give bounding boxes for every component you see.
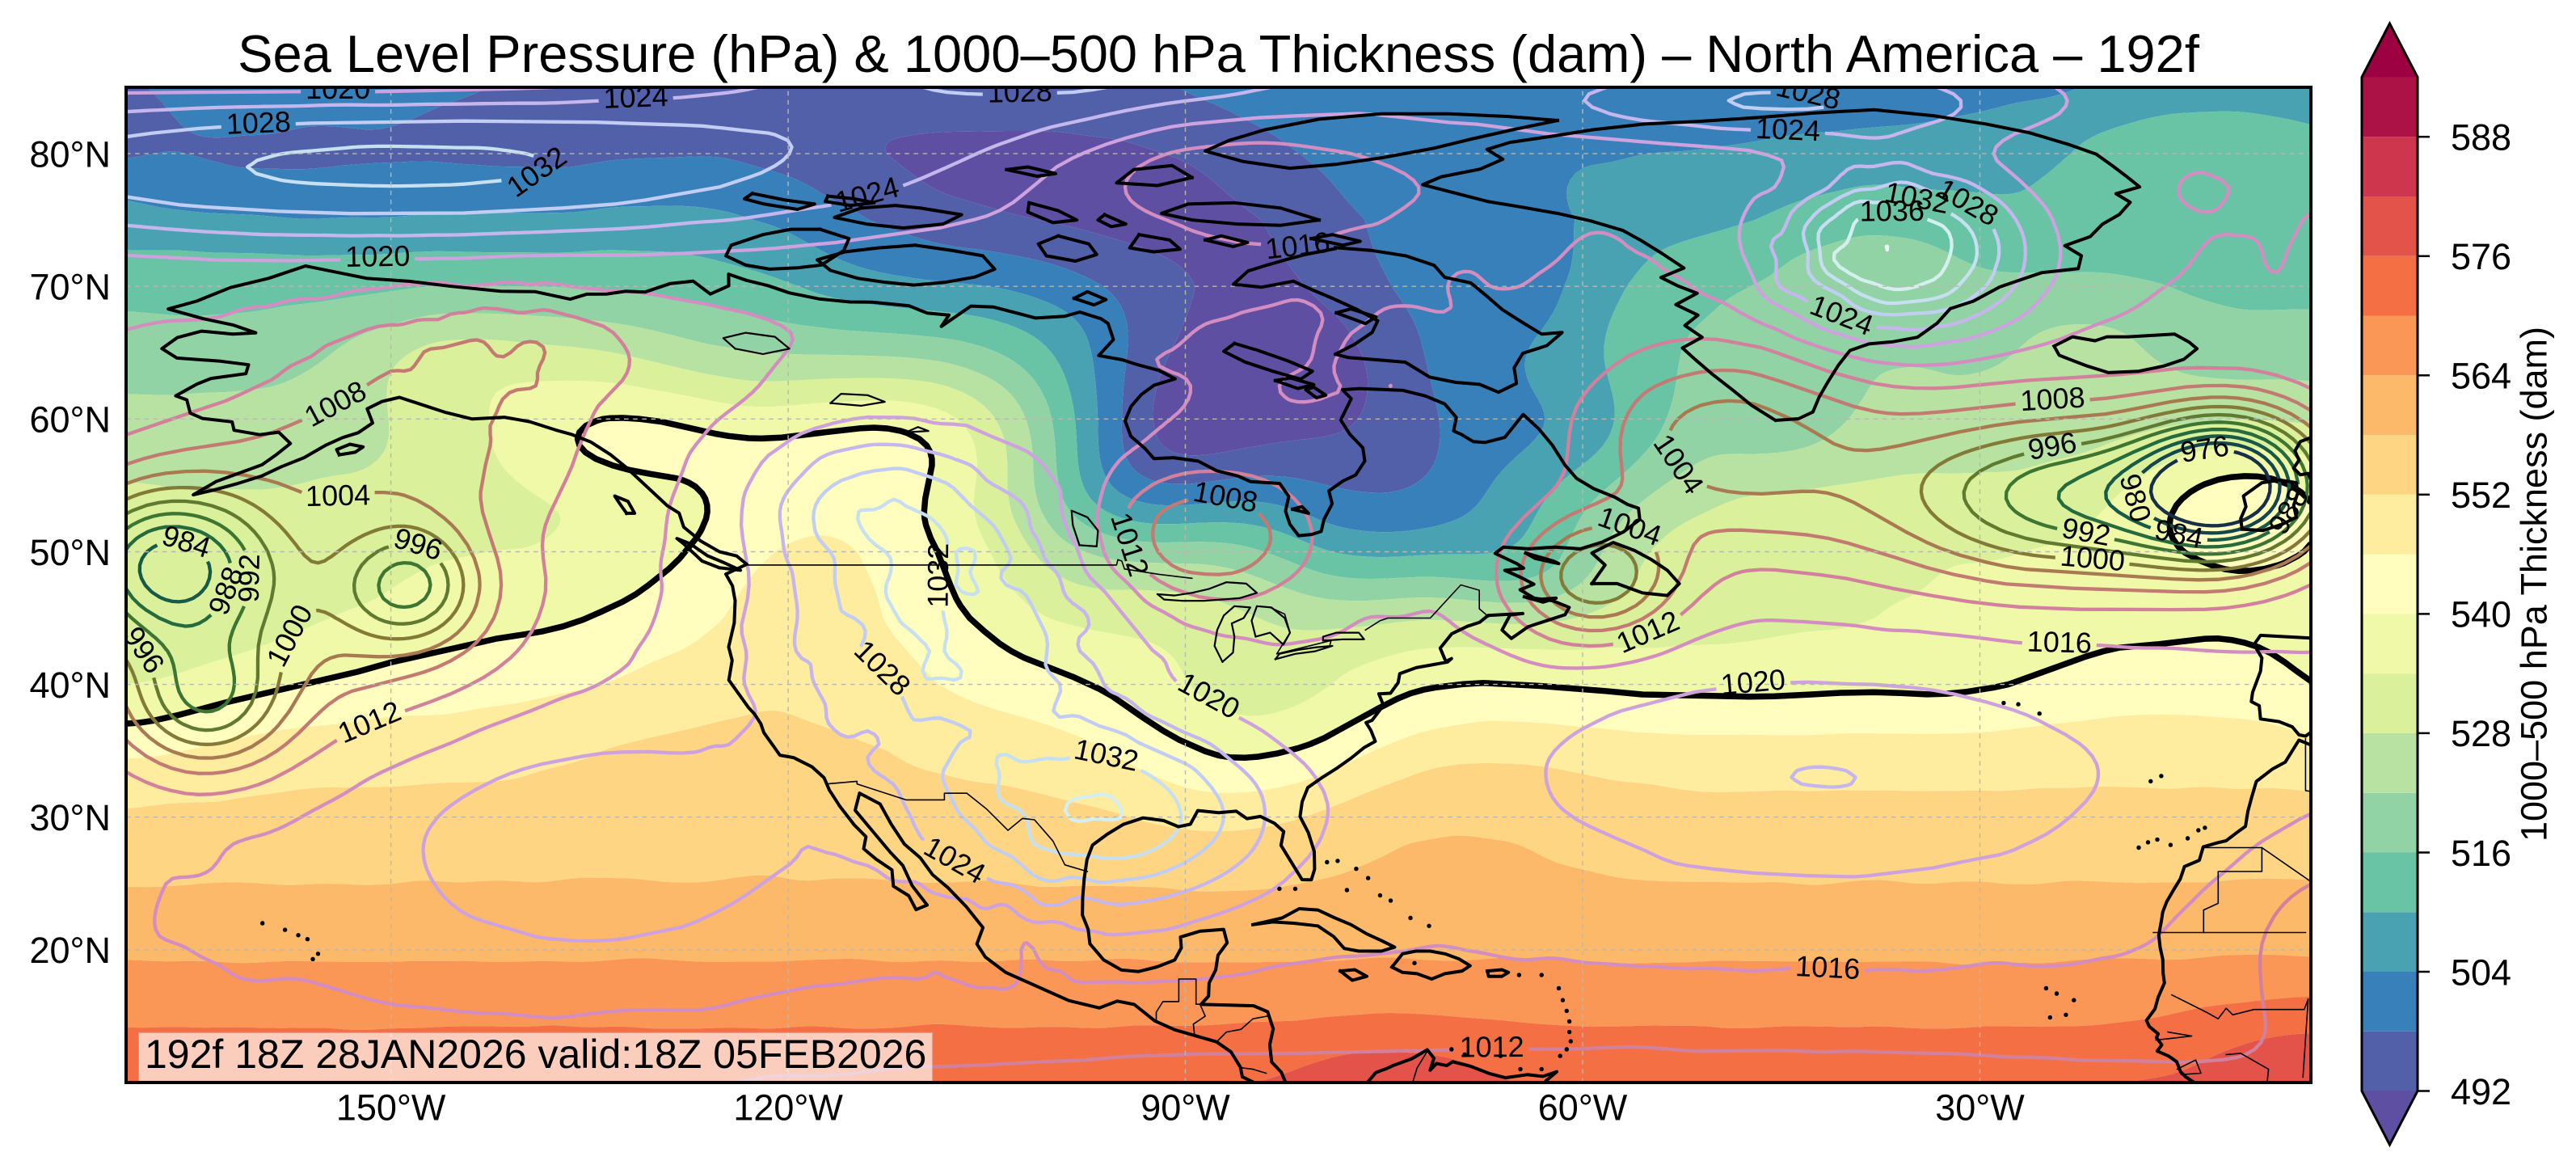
svg-text:40°N: 40°N (29, 665, 111, 706)
svg-text:1020: 1020 (1719, 662, 1786, 701)
svg-text:588: 588 (2451, 117, 2511, 158)
svg-text:492: 492 (2451, 1071, 2511, 1112)
svg-text:60°N: 60°N (29, 399, 111, 441)
svg-text:120°W: 120°W (733, 1087, 843, 1129)
svg-text:576: 576 (2451, 236, 2511, 277)
svg-text:1016: 1016 (2026, 625, 2092, 660)
svg-text:552: 552 (2451, 475, 2511, 516)
svg-text:1000–500 hPa Thickness (dam): 1000–500 hPa Thickness (dam) (2514, 327, 2555, 842)
svg-text:528: 528 (2451, 713, 2511, 754)
svg-text:996: 996 (2026, 425, 2079, 466)
svg-text:20°N: 20°N (29, 930, 111, 971)
svg-text:Sea Level Pressure (hPa) & 100: Sea Level Pressure (hPa) & 1000–500 hPa … (238, 24, 2200, 83)
svg-text:80°N: 80°N (29, 133, 111, 175)
svg-text:90°W: 90°W (1140, 1087, 1230, 1129)
svg-text:1012: 1012 (1459, 1030, 1524, 1063)
svg-text:504: 504 (2451, 952, 2511, 993)
svg-text:976: 976 (2178, 428, 2232, 469)
svg-text:1032: 1032 (921, 543, 955, 608)
svg-text:1000: 1000 (2059, 539, 2126, 578)
svg-text:30°W: 30°W (1935, 1087, 2025, 1129)
svg-text:1020: 1020 (345, 239, 411, 273)
svg-text:150°W: 150°W (336, 1087, 446, 1129)
svg-text:50°N: 50°N (29, 532, 111, 573)
svg-text:1020: 1020 (306, 72, 370, 105)
svg-text:60°W: 60°W (1538, 1087, 1628, 1129)
svg-text:70°N: 70°N (29, 267, 111, 308)
svg-text:1028: 1028 (226, 105, 292, 141)
svg-text:540: 540 (2451, 594, 2511, 635)
svg-text:1024: 1024 (603, 79, 669, 115)
svg-text:1016: 1016 (1263, 226, 1331, 266)
svg-text:992: 992 (232, 554, 266, 603)
svg-text:1028: 1028 (987, 74, 1052, 109)
svg-text:1004: 1004 (306, 478, 371, 513)
svg-text:1016: 1016 (1794, 949, 1861, 985)
svg-text:1008: 1008 (2019, 381, 2085, 418)
svg-text:30°N: 30°N (29, 797, 111, 838)
svg-text:516: 516 (2451, 833, 2511, 874)
svg-text:1036: 1036 (1860, 194, 1925, 228)
svg-text:192f 18Z 28JAN2026 valid:18Z 0: 192f 18Z 28JAN2026 valid:18Z 05FEB2026 (145, 1032, 926, 1077)
svg-text:564: 564 (2451, 356, 2511, 397)
